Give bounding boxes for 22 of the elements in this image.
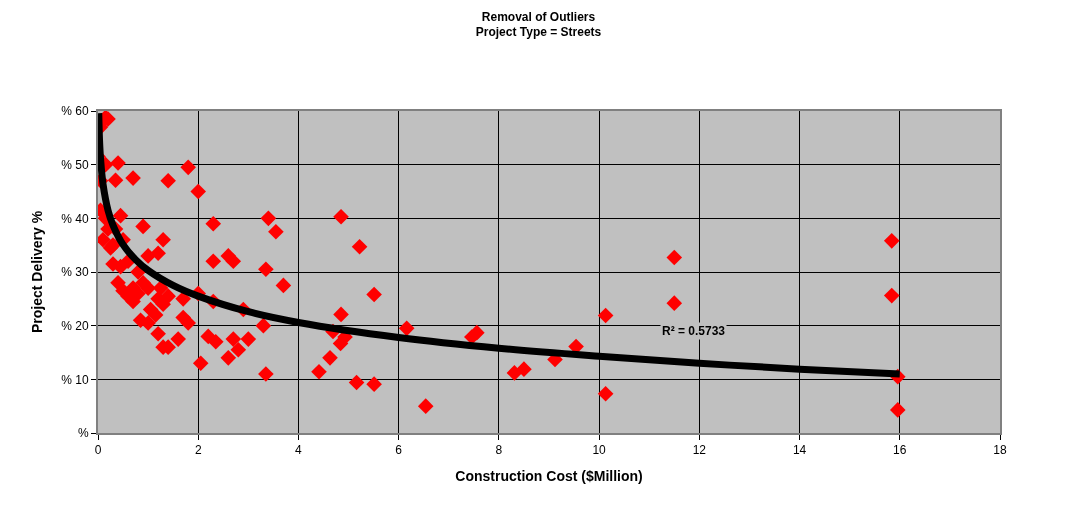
- y-tick-label: % 50: [61, 157, 89, 172]
- x-tick-label: 0: [94, 443, 102, 458]
- annotation: R² = 0.5733: [662, 324, 726, 338]
- x-tick-label: 14: [792, 443, 807, 458]
- y-axis-title: Project Delivery %: [29, 210, 46, 334]
- chart-title: Removal of Outliers: [481, 9, 596, 24]
- x-tick-label: 18: [993, 443, 1007, 458]
- y-tick-label: % 10: [61, 372, 89, 387]
- x-tick-label: 6: [395, 443, 403, 458]
- x-tick-label: 10: [592, 443, 607, 458]
- x-axis-title: Construction Cost ($Million): [455, 468, 643, 485]
- y-tick-label: % 20: [61, 318, 89, 333]
- chart-subtitle: Project Type = Streets: [475, 25, 602, 40]
- x-tick-label: 2: [194, 443, 202, 458]
- y-tick-label: % 30: [61, 265, 89, 280]
- x-tick-label: 12: [692, 443, 707, 458]
- x-tick-label: 8: [495, 443, 503, 458]
- x-tick-label: 4: [295, 443, 303, 458]
- y-tick-label: % 40: [61, 211, 89, 226]
- y-tick-label: %: [77, 426, 89, 441]
- x-tick-label: 16: [893, 443, 907, 458]
- y-tick-label: % 60: [61, 104, 89, 119]
